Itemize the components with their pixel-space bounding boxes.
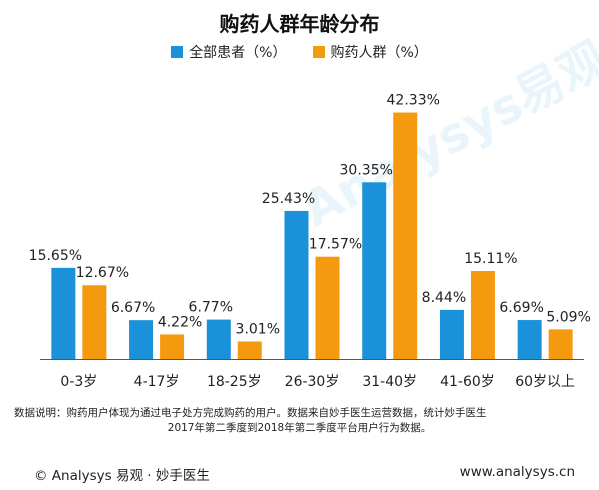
data-label-all-patients-26-30: 25.43% — [262, 191, 315, 207]
legend-swatch-buyers — [312, 46, 325, 58]
data-label-buyers-41-60: 15.11% — [464, 251, 517, 267]
x-tick-label-4-17: 4-17岁 — [134, 374, 180, 390]
x-tick-label-60plus: 60岁以上 — [515, 374, 575, 390]
x-tick-label-18-25: 18-25岁 — [207, 374, 262, 390]
data-label-all-patients-18-25: 6.77% — [189, 300, 233, 316]
legend-label-buyers: 购药人群（%） — [330, 45, 428, 61]
bar-all-patients-18-25 — [206, 319, 231, 359]
x-tick-label-0-3: 0-3岁 — [60, 374, 97, 390]
data-label-all-patients-60plus: 6.69% — [499, 300, 543, 316]
data-label-buyers-31-40: 42.33% — [387, 93, 440, 109]
data-label-all-patients-41-60: 8.44% — [422, 290, 466, 306]
bar-buyers-4-17 — [160, 334, 185, 359]
legend: 全部患者（%） 购药人群（%） — [0, 42, 599, 62]
legend-swatch-all-patients — [171, 46, 184, 58]
bar-buyers-0-3 — [82, 285, 107, 359]
footer-website: www.analysys.cn — [459, 464, 575, 480]
bar-buyers-41-60 — [470, 271, 495, 359]
bar-buyers-18-25 — [237, 341, 262, 359]
bar-all-patients-26-30 — [284, 210, 309, 359]
legend-item-all-patients: 全部患者（%） — [171, 42, 287, 62]
x-tick-label-26-30: 26-30岁 — [285, 374, 340, 390]
data-label-buyers-4-17: 4.22% — [158, 314, 202, 330]
bar-all-patients-0-3 — [51, 267, 76, 359]
bar-buyers-26-30 — [315, 256, 340, 359]
bar-all-patients-31-40 — [362, 182, 387, 359]
bar-all-patients-60plus — [517, 320, 542, 359]
data-label-buyers-18-25: 3.01% — [236, 321, 280, 337]
data-label-buyers-0-3: 12.67% — [76, 265, 129, 281]
x-tick-label-31-40: 31-40岁 — [362, 374, 417, 390]
x-tick-label-41-60: 41-60岁 — [440, 374, 495, 390]
bar-buyers-31-40 — [393, 112, 418, 359]
data-label-buyers-26-30: 17.57% — [309, 237, 362, 253]
data-note-line2: 2017年第二季度到2018年第二季度平台用户行为数据。 — [167, 422, 432, 434]
bar-all-patients-4-17 — [129, 320, 154, 359]
footer-copyright: © Analysys 易观 · 妙手医生 — [34, 468, 210, 484]
bar-buyers-60plus — [548, 329, 573, 359]
bar-all-patients-41-60 — [439, 309, 464, 359]
legend-label-all-patients: 全部患者（%） — [189, 45, 287, 61]
legend-item-buyers: 购药人群（%） — [312, 42, 428, 62]
data-note: 数据说明：购药用户体现为通过电子处方完成购药的用户。数据来自妙手医生运营数据，统… — [14, 406, 585, 436]
data-label-all-patients-0-3: 15.65% — [29, 248, 82, 264]
chart-title: 购药人群年龄分布 — [219, 12, 380, 36]
data-label-all-patients-4-17: 6.67% — [111, 300, 155, 316]
data-note-line1: 数据说明：购药用户体现为通过电子处方完成购药的用户。数据来自妙手医生运营数据，统… — [14, 407, 487, 419]
bar-chart: 15.65%12.67% 0-3岁 6.67%4.22% 4-17岁 6.77%3.01… — [29, 93, 591, 390]
data-label-buyers-60plus: 5.09% — [546, 309, 590, 325]
data-label-all-patients-31-40: 30.35% — [340, 162, 393, 178]
